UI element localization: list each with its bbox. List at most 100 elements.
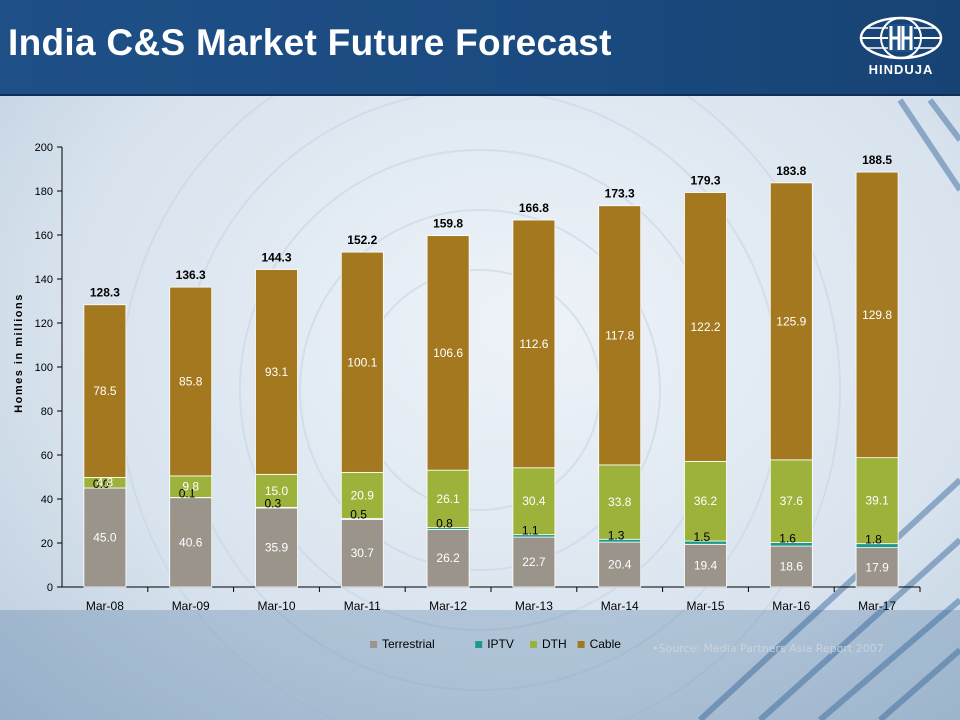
data-label-dth: 30.4	[522, 494, 546, 508]
data-label-cable: 125.9	[776, 314, 806, 328]
data-label-dth: 9.8	[182, 480, 199, 494]
x-tick-label: Mar-16	[772, 599, 810, 613]
bar-cable	[855, 171, 899, 459]
data-label-dth: 37.6	[780, 494, 804, 508]
legend-label-dth: DTH	[542, 637, 567, 651]
data-label-total: 136.3	[176, 268, 206, 282]
data-label-iptv: 1.8	[865, 533, 882, 547]
data-label-terrestrial: 45.0	[93, 531, 117, 545]
bar-cable	[340, 251, 384, 473]
y-tick-label: 80	[41, 406, 53, 418]
page-title: India C&S Market Future Forecast	[8, 22, 612, 63]
legend-label-iptv: IPTV	[487, 637, 514, 651]
data-label-total: 159.8	[433, 217, 463, 231]
source-note: •Source: Media Partners Asia Report 2007	[652, 642, 884, 655]
data-label-iptv: 0.8	[436, 517, 453, 531]
bar-dth	[512, 467, 556, 536]
x-tick-label: Mar-14	[601, 599, 639, 613]
legend-swatch-cable	[577, 641, 585, 648]
data-label-terrestrial: 22.7	[522, 555, 546, 569]
bar-cable	[255, 269, 298, 475]
y-axis-title: Homes in millions	[13, 293, 25, 413]
legend-swatch-iptv	[475, 641, 483, 648]
bar-terrestrial	[255, 507, 298, 588]
legend-swatch-terrestrial	[370, 641, 377, 648]
data-label-total: 144.3	[261, 251, 291, 265]
x-tick-label: Mar-09	[172, 599, 210, 613]
bar-dth	[598, 464, 642, 540]
data-label-dth: 4.8	[97, 476, 114, 490]
data-label-terrestrial: 19.4	[694, 559, 718, 573]
y-tick-label: 160	[35, 230, 53, 242]
data-label-iptv: 1.3	[608, 528, 625, 542]
data-label-terrestrial: 18.6	[780, 560, 804, 574]
y-tick-label: 20	[41, 538, 53, 550]
y-tick-label: 120	[35, 318, 53, 330]
bar-cable	[512, 219, 556, 469]
data-label-terrestrial: 20.4	[608, 558, 632, 572]
data-label-iptv: 0.5	[350, 507, 367, 521]
x-tick-label: Mar-12	[429, 599, 467, 613]
globe-icon	[859, 16, 943, 60]
data-label-total: 183.8	[776, 164, 806, 178]
data-label-cable: 85.8	[179, 375, 203, 389]
hinduja-logo: HINDUJA	[856, 16, 946, 80]
y-tick-label: 200	[35, 142, 53, 154]
data-label-iptv: 1.5	[694, 530, 711, 544]
data-label-iptv: 1.1	[522, 524, 539, 538]
x-tick-label: Mar-13	[515, 599, 553, 613]
bar-cable	[426, 235, 470, 471]
y-tick-label: 40	[41, 494, 53, 506]
data-label-cable: 100.1	[347, 355, 377, 369]
data-label-iptv: 0.0	[93, 477, 110, 491]
bar-dth	[255, 473, 298, 508]
bar-terrestrial	[598, 541, 642, 588]
data-label-cable: 106.6	[433, 346, 463, 360]
data-label-cable: 129.8	[862, 308, 892, 322]
x-tick-label: Mar-08	[86, 599, 124, 613]
bar-cable	[169, 286, 213, 477]
y-tick-label: 0	[47, 582, 53, 594]
data-label-terrestrial: 30.7	[351, 546, 375, 560]
bar-cable	[83, 304, 127, 478]
data-label-dth: 33.8	[608, 495, 632, 509]
x-tick-label: Mar-15	[686, 599, 724, 613]
y-tick-label: 100	[35, 362, 53, 374]
data-label-dth: 39.1	[865, 494, 889, 508]
logo-text: HINDUJA	[868, 62, 934, 77]
bar-terrestrial	[169, 497, 213, 588]
bar-dth	[684, 460, 727, 542]
data-label-iptv: 1.6	[779, 532, 796, 546]
data-label-dth: 20.9	[351, 488, 375, 502]
data-label-iptv: 0.1	[179, 486, 196, 500]
bar-dth	[769, 459, 813, 543]
data-label-cable: 112.6	[519, 337, 548, 351]
x-tick-label: Mar-17	[858, 599, 896, 613]
legend-label-cable: Cable	[590, 637, 622, 651]
bar-dth	[340, 471, 384, 519]
bar-terrestrial	[684, 543, 727, 588]
data-label-terrestrial: 17.9	[865, 560, 889, 574]
data-label-cable: 117.8	[605, 328, 634, 342]
bar-terrestrial	[855, 547, 899, 588]
data-label-cable: 78.5	[93, 384, 117, 398]
y-tick-label: 140	[35, 274, 53, 286]
data-label-dth: 26.1	[436, 492, 460, 506]
bar-cable	[598, 205, 642, 466]
legend-label-terrestrial: Terrestrial	[382, 637, 435, 651]
legend-swatch-dth	[530, 641, 537, 648]
data-label-cable: 122.2	[690, 320, 720, 334]
data-label-total: 179.3	[690, 174, 720, 188]
bar-cable	[769, 182, 813, 461]
data-label-iptv: 0.3	[265, 496, 282, 510]
title-bar: India C&S Market Future Forecast HINDUJA	[0, 0, 960, 96]
data-label-terrestrial: 35.9	[265, 541, 289, 555]
data-label-terrestrial: 26.2	[436, 551, 460, 565]
bar-terrestrial	[426, 528, 470, 588]
x-tick-label: Mar-10	[257, 599, 295, 613]
bar-cable	[684, 192, 727, 462]
data-label-total: 128.3	[90, 286, 120, 300]
bar-terrestrial	[340, 519, 384, 588]
data-label-total: 152.2	[347, 233, 377, 247]
